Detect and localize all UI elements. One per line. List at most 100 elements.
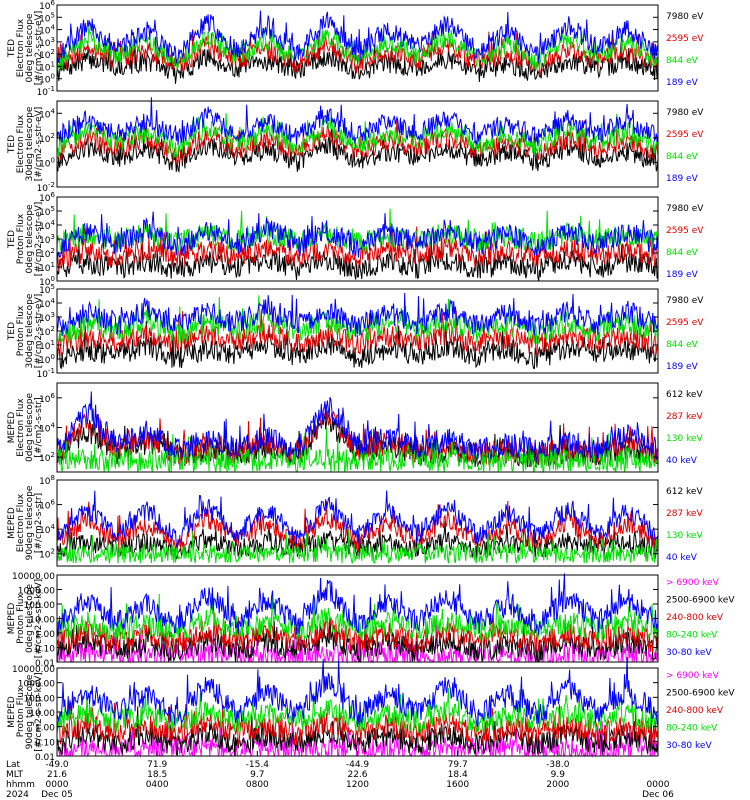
legend-entry: 80-240 keV bbox=[666, 631, 718, 641]
series-line-4 bbox=[56, 10, 659, 64]
y-axis-label: 0deg telescope bbox=[25, 584, 35, 654]
legend-entry: 189 eV bbox=[666, 270, 699, 280]
legend-entry: 7980 eV bbox=[666, 204, 704, 214]
x-tick-label: 0400 bbox=[146, 780, 169, 790]
y-tick-label: 103 bbox=[39, 36, 55, 49]
y-tick-label: 0.01 bbox=[35, 659, 55, 669]
y-tick-label: 105 bbox=[39, 283, 55, 296]
y-axis-label: MEPED bbox=[7, 603, 17, 635]
y-tick-label: 100 bbox=[39, 353, 55, 366]
y-axis-label: TED bbox=[7, 39, 17, 58]
y-axis-label: [#/cm2-s-str] bbox=[34, 397, 44, 457]
legend-entry: 7980 eV bbox=[666, 296, 704, 306]
y-tick-label: 100.00 bbox=[24, 601, 56, 611]
y-tick-label: 105 bbox=[39, 205, 55, 218]
y-tick-label: 104 bbox=[39, 219, 55, 232]
legend-entry: 40 keV bbox=[666, 456, 698, 466]
y-axis-label: 90deg telescope bbox=[25, 674, 35, 749]
y-tick-label: 102 bbox=[39, 48, 55, 61]
y-axis-label: 30deg telescope bbox=[25, 293, 35, 368]
y-tick-label: 10.00 bbox=[29, 616, 55, 626]
legend-entry: 130 keV bbox=[666, 434, 703, 444]
legend-entry: 80-240 keV bbox=[666, 724, 718, 734]
y-axis-label: Proton Flux bbox=[16, 213, 26, 264]
legend-entry: 2500-6900 keV bbox=[666, 596, 735, 606]
legend-entry: 7980 eV bbox=[666, 108, 704, 118]
x-tick-label: 21.6 bbox=[47, 770, 67, 780]
x-tick-label: 0800 bbox=[246, 780, 269, 790]
y-tick-label: 104 bbox=[39, 523, 55, 536]
y-axis-label: [#/cm2-s-str-eV] bbox=[34, 294, 44, 369]
series-line-3 bbox=[56, 427, 659, 474]
legend-entry: 844 eV bbox=[666, 340, 699, 350]
legend-entry: 240-800 keV bbox=[666, 706, 724, 716]
x-tick-label: -44.9 bbox=[346, 760, 370, 770]
series-line-4 bbox=[56, 211, 659, 258]
y-tick-label: 10-1 bbox=[37, 367, 55, 380]
y-axis-label: 90deg telescope bbox=[25, 485, 35, 560]
y-tick-label: 101 bbox=[39, 339, 55, 352]
legend-entry: 189 eV bbox=[666, 78, 699, 88]
legend-entry: 2595 eV bbox=[666, 130, 704, 140]
y-tick-label: 1000.00 bbox=[18, 587, 55, 597]
legend-entry: 189 eV bbox=[666, 362, 699, 372]
x-tick-label: 18.4 bbox=[448, 770, 468, 780]
x-tick-label: Dec 05 bbox=[41, 790, 73, 800]
legend-entry: 2595 eV bbox=[666, 226, 704, 236]
x-tick-label: 79.7 bbox=[448, 760, 468, 770]
legend-entry: 844 eV bbox=[666, 56, 699, 66]
y-tick-label: 0.10 bbox=[35, 738, 55, 748]
y-axis-label: [#/cm2-s-str-eV] bbox=[34, 11, 44, 86]
x-tick-label: 0000 bbox=[647, 780, 670, 790]
series-line-3 bbox=[56, 25, 659, 71]
y-axis-label: MEPED bbox=[7, 412, 17, 444]
panel-4 bbox=[56, 288, 659, 374]
y-axis-label: 0deg telescope bbox=[25, 13, 35, 83]
x-tick-label: 1200 bbox=[346, 780, 369, 790]
legend-entry: 130 keV bbox=[666, 531, 703, 541]
y-tick-label: 1.00 bbox=[35, 630, 55, 640]
y-axis-label: 30deg telescope bbox=[25, 106, 35, 181]
y-axis-label: [#/cm2-s-str-eV] bbox=[34, 202, 44, 277]
panel-6 bbox=[56, 479, 659, 567]
x-row-label: Lat bbox=[6, 760, 21, 770]
series-line-3 bbox=[56, 611, 659, 653]
y-tick-label: 100 bbox=[39, 156, 55, 169]
series-line-2 bbox=[56, 226, 659, 271]
y-tick-label: 0.10 bbox=[35, 645, 55, 655]
y-axis-label: [#/cm2-s-str-keV] bbox=[34, 672, 44, 751]
y-tick-label: 104 bbox=[39, 107, 55, 120]
y-tick-label: 108 bbox=[39, 474, 55, 487]
y-tick-label: 106 bbox=[39, 0, 55, 12]
y-tick-label: 100.00 bbox=[24, 694, 56, 704]
y-tick-label: 102 bbox=[39, 132, 55, 145]
y-tick-label: 10.00 bbox=[29, 709, 55, 719]
x-tick-label: 1600 bbox=[446, 780, 469, 790]
y-axis-label: [#/cm2-s-str] bbox=[34, 493, 44, 553]
y-tick-label: 106 bbox=[39, 392, 55, 405]
x-tick-label: 9.7 bbox=[250, 770, 264, 780]
y-tick-label: 102 bbox=[39, 325, 55, 338]
legend-entry: 2595 eV bbox=[666, 34, 704, 44]
legend-entry: 189 eV bbox=[666, 174, 699, 184]
y-tick-label: 104 bbox=[39, 24, 55, 37]
panel-7 bbox=[56, 573, 659, 664]
y-tick-label: 103 bbox=[39, 233, 55, 246]
series-line-2 bbox=[56, 308, 659, 356]
y-tick-label: 102 bbox=[39, 247, 55, 260]
x-tick-label: -49.0 bbox=[45, 760, 69, 770]
y-tick-label: 106 bbox=[39, 499, 55, 512]
series-line-2 bbox=[56, 616, 659, 663]
y-axis-label: [#/cm2-s-str-keV] bbox=[34, 579, 44, 658]
series-line-5 bbox=[56, 573, 659, 637]
plot-frame bbox=[56, 100, 659, 188]
y-tick-label: 10-2 bbox=[37, 181, 55, 194]
y-axis-label: Proton Flux bbox=[16, 305, 26, 356]
x-tick-label: 18.5 bbox=[147, 770, 167, 780]
x-tick-label: -38.0 bbox=[546, 760, 570, 770]
legend-entry: 7980 eV bbox=[666, 12, 704, 22]
y-tick-label: 101 bbox=[39, 261, 55, 274]
y-tick-label: 1.00 bbox=[35, 724, 55, 734]
y-tick-label: 101 bbox=[39, 60, 55, 73]
y-tick-label: 102 bbox=[39, 548, 55, 561]
